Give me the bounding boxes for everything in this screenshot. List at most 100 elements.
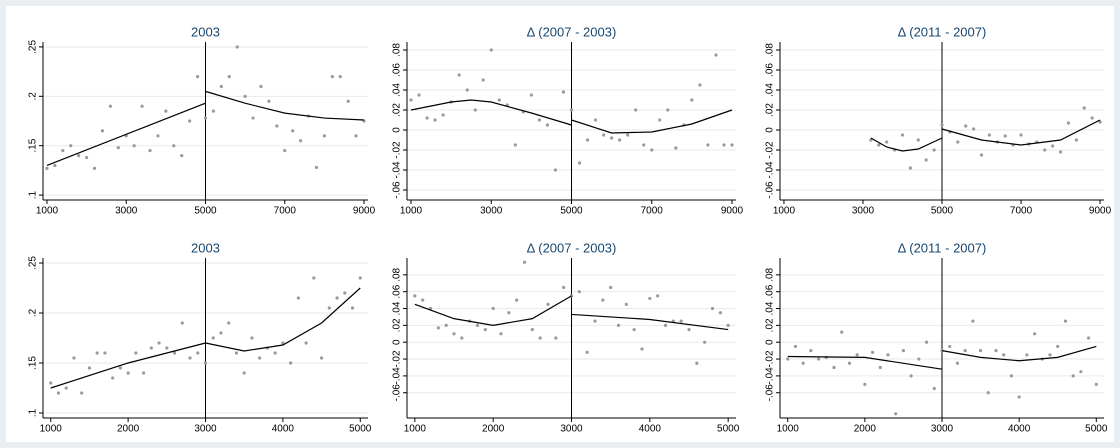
- scatter-point: [561, 90, 566, 94]
- y-tick-label: 0: [765, 339, 776, 345]
- scatter-point: [49, 381, 53, 385]
- y-tick-label: .08: [392, 267, 403, 281]
- scatter-point: [507, 311, 511, 315]
- scatter-point: [188, 356, 192, 360]
- scatter-point: [855, 353, 859, 357]
- x-tick-label: 2000: [482, 424, 505, 435]
- scatter-point: [100, 129, 105, 133]
- scatter-point: [538, 336, 542, 340]
- y-tick-label: -.02: [392, 141, 403, 159]
- scatter-point: [358, 276, 362, 280]
- scatter-point: [585, 138, 590, 142]
- scatter-point: [343, 291, 347, 295]
- fit-line: [941, 345, 1097, 362]
- scatter-point: [116, 146, 120, 150]
- scatter-point: [219, 84, 223, 89]
- x-tick-label: 5000: [931, 206, 954, 217]
- scatter-point: [932, 386, 936, 391]
- y-tick-label: -.04: [392, 161, 403, 179]
- x-tick-label: 9000: [353, 206, 376, 217]
- y-tick-label: .15: [28, 356, 39, 370]
- x-tick-label: 9000: [721, 206, 744, 217]
- scatter-point: [703, 340, 707, 344]
- scatter-point: [275, 124, 279, 128]
- scatter-point: [730, 143, 734, 147]
- y-tick-label: .1: [28, 408, 39, 417]
- x-tick-label: 7000: [641, 206, 664, 217]
- scatter-point: [211, 109, 216, 113]
- fit-line: [414, 295, 572, 326]
- scatter-point: [335, 296, 339, 300]
- y-tick-label: .08: [765, 267, 776, 281]
- scatter-point: [95, 351, 99, 355]
- scatter-point: [196, 351, 200, 355]
- scatter-point: [243, 94, 247, 98]
- y-tick-label: .2: [28, 92, 39, 101]
- scatter-point: [1009, 374, 1014, 378]
- scatter-point: [718, 311, 722, 315]
- scatter-point: [601, 298, 605, 302]
- panel-title: Δ (2011 - 2007): [898, 24, 987, 39]
- scatter-point: [250, 336, 254, 340]
- x-tick-label: 4000: [639, 424, 662, 435]
- scatter-point: [972, 127, 976, 131]
- fit-line: [870, 137, 943, 152]
- scatter-point: [801, 361, 805, 365]
- scatter-point: [1058, 150, 1063, 154]
- scatter-point: [64, 386, 68, 390]
- scatter-point: [1082, 106, 1086, 110]
- scatter-point: [658, 118, 662, 122]
- scatter-point: [258, 356, 262, 360]
- scatter-point: [140, 104, 144, 108]
- scatter-point: [134, 351, 138, 355]
- y-tick-label: .1: [28, 190, 39, 199]
- y-tick-label: .2: [28, 308, 39, 317]
- y-tick-label: -.06: [392, 181, 403, 199]
- y-tick-label: .25: [28, 256, 39, 270]
- y-tick-label: 0: [392, 339, 403, 345]
- scatter-point: [626, 133, 630, 137]
- scatter-point: [948, 344, 952, 349]
- scatter-point: [917, 357, 921, 361]
- scatter-point: [72, 356, 76, 360]
- scatter-point: [45, 166, 49, 170]
- y-tick-label: .02: [765, 318, 776, 332]
- scatter-point: [413, 294, 417, 298]
- x-tick-label: 1000: [40, 424, 63, 435]
- scatter-point: [816, 357, 821, 361]
- scatter-point: [885, 140, 889, 144]
- scatter-point: [53, 163, 57, 168]
- scatter-point: [809, 349, 813, 353]
- scatter-point: [562, 285, 566, 290]
- scatter-point: [148, 149, 152, 153]
- scatter-point: [227, 74, 231, 79]
- scatter-point: [465, 88, 469, 92]
- y-tick-label: 0: [392, 127, 403, 133]
- fit-line: [205, 90, 365, 121]
- scatter-point: [618, 138, 622, 142]
- scatter-point: [235, 45, 239, 49]
- scatter-point: [642, 143, 646, 147]
- scatter-point: [108, 104, 112, 108]
- scatter-point: [444, 323, 448, 327]
- scatter-point: [666, 108, 670, 112]
- scatter-point: [1090, 116, 1094, 120]
- scatter-point: [350, 306, 355, 310]
- panel-title: Δ (2007 - 2003): [527, 24, 617, 39]
- scatter-point: [141, 371, 146, 375]
- scatter-point: [616, 323, 621, 327]
- panel: Δ (2011 - 2007) -.06 -.04 -.02 0 .02 .04 .06 .08…: [765, 24, 1112, 216]
- x-tick-label: 1000: [404, 424, 427, 435]
- scatter-point: [84, 155, 89, 160]
- scatter-point: [273, 351, 277, 355]
- scatter-point: [1002, 353, 1006, 357]
- scatter-point: [436, 326, 440, 330]
- panel-title: 2003: [191, 24, 220, 39]
- scatter-point: [118, 366, 122, 370]
- scatter-point: [421, 298, 425, 302]
- scatter-point: [513, 143, 517, 147]
- scatter-point: [722, 143, 726, 147]
- scatter-point: [195, 74, 200, 79]
- y-tick-label: -.04: [765, 161, 776, 179]
- scatter-point: [610, 136, 614, 140]
